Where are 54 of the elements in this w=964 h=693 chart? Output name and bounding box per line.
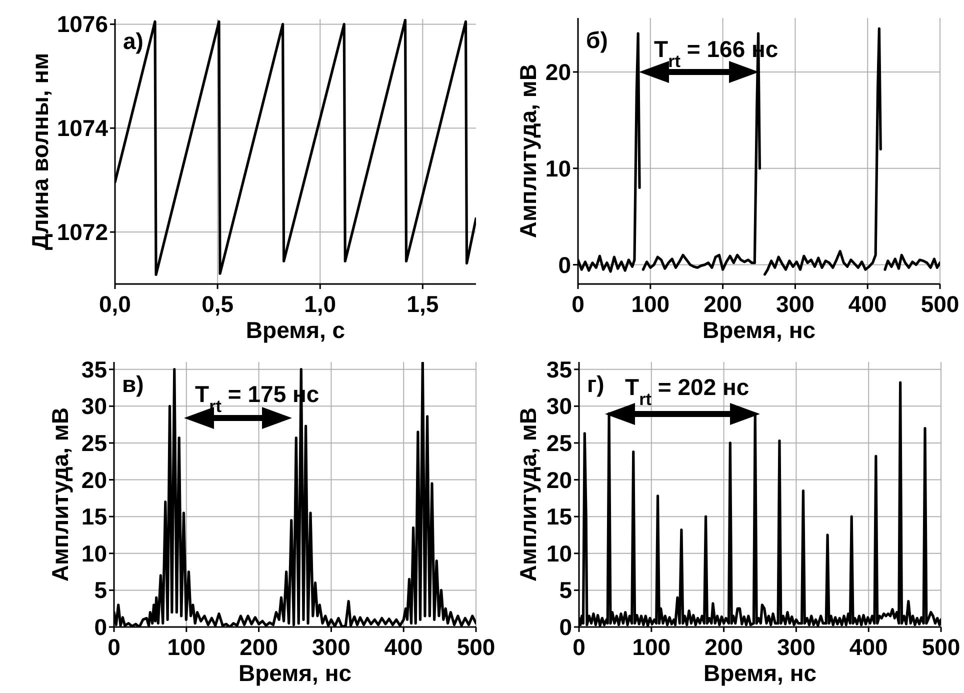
y-tick-label: 5 — [94, 577, 108, 604]
y-tick-label: 1072 — [56, 219, 108, 246]
y-tick-label: 10 — [81, 540, 107, 566]
y-tick-label: 25 — [81, 430, 108, 456]
x-tick-label: 0,0 — [99, 291, 131, 317]
y-axis-title: Амплитуда, мВ — [515, 64, 541, 238]
y-tick-label: 30 — [546, 393, 572, 420]
x-tick-label: 100 — [167, 634, 206, 660]
x-tick-label: 200 — [240, 634, 278, 660]
x-tick-label: 400 — [848, 291, 887, 317]
y-tick-label: 20 — [546, 466, 572, 493]
y-tick-label: 15 — [546, 504, 572, 530]
annotation: б) — [586, 27, 608, 53]
x-tick-label: 500 — [920, 291, 960, 317]
y-tick-label: 30 — [81, 393, 107, 420]
y-tick-label: 35 — [546, 356, 572, 382]
y-tick-label: 15 — [81, 504, 108, 530]
x-tick-label: 1,5 — [406, 291, 439, 317]
x-axis-title: Время, нс — [703, 660, 817, 686]
x-tick-label: 400 — [384, 634, 423, 660]
x-tick-label: 200 — [704, 634, 743, 660]
y-tick-label: 1076 — [56, 11, 108, 38]
y-tick-label: 5 — [559, 577, 572, 604]
y-tick-label: 10 — [545, 155, 571, 182]
annotation: в) — [122, 371, 144, 397]
y-axis-title: Амплитуда, мВ — [47, 407, 73, 582]
annotation: T$_{rt}$ = 202 нс — [625, 374, 750, 409]
x-tick-label: 1,0 — [304, 291, 336, 317]
y-tick-label: 0 — [558, 252, 571, 278]
annotation: г) — [587, 371, 604, 397]
x-axis-title: Время, нс — [238, 660, 352, 686]
y-tick-label: 10 — [546, 540, 572, 566]
y-tick-label: 0 — [94, 614, 107, 640]
x-tick-label: 300 — [777, 634, 816, 660]
x-tick-label: 400 — [849, 634, 888, 660]
y-tick-label: 1074 — [56, 115, 108, 142]
x-tick-label: 500 — [922, 634, 960, 660]
y-axis-title: Длина волны, нм — [27, 52, 53, 250]
x-tick-label: 500 — [456, 634, 496, 660]
x-axis-title: Время, нс — [702, 317, 816, 343]
y-tick-label: 25 — [546, 430, 572, 456]
y-axis-title: Амплитуда, мВ — [515, 407, 541, 582]
x-tick-label: 200 — [704, 291, 742, 317]
x-tick-label: 300 — [776, 291, 814, 317]
y-tick-label: 20 — [81, 466, 107, 493]
y-tick-label: 0 — [559, 614, 572, 640]
x-tick-label: 100 — [632, 634, 671, 660]
x-tick-label: 300 — [312, 634, 350, 660]
x-axis-title: Время, с — [246, 317, 346, 343]
x-tick-label: 100 — [631, 291, 670, 317]
x-tick-label: 0,5 — [202, 291, 234, 317]
y-tick-label: 20 — [545, 59, 571, 86]
annotation: а) — [123, 28, 144, 54]
y-tick-label: 35 — [81, 356, 108, 382]
